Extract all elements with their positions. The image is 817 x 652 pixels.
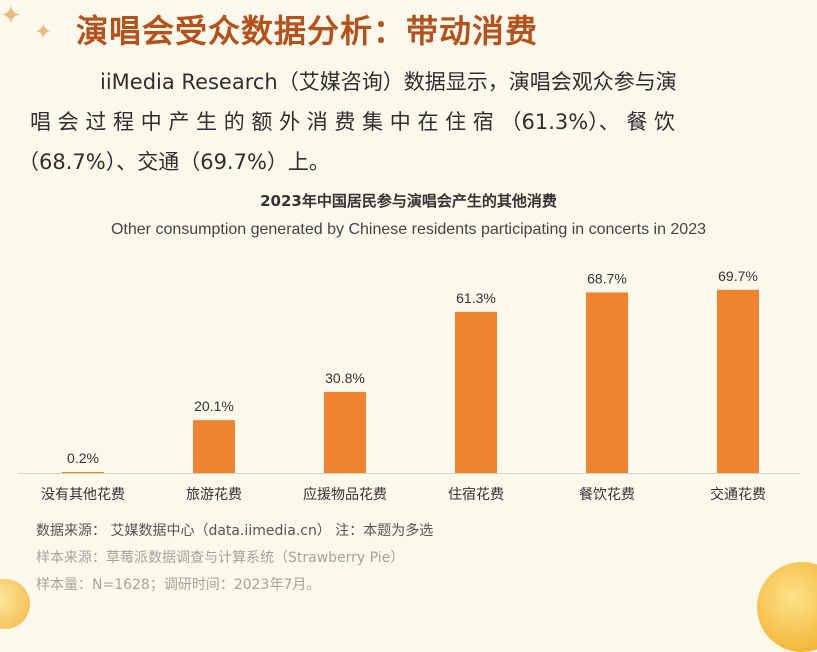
bar-chart: 0.2% 没有其他花费 20.1% 旅游花费 30.8% 应援物品花费 61.3% 住宿花费 6… <box>18 268 800 503</box>
sample-size-note: 样本量：N=1628；调研时间：2023年7月。 <box>36 577 321 593</box>
chart-title: 2023年中国居民参与演唱会产生的其他消费 <box>260 192 557 210</box>
data-label: 30.8% <box>325 370 365 386</box>
chart-subtitle: Other consumption generated by Chinese r… <box>110 221 706 238</box>
data-label: 68.7% <box>587 270 627 286</box>
paragraph-line: iiMedia Research（艾媒咨询）数据显示，演唱会观众参与演 <box>100 70 677 94</box>
bar <box>586 292 628 473</box>
paragraph-line: 唱 会 过 程 中 产 生 的 额 外 消 费 集 中 在 住 宿 （61.3%… <box>30 110 676 134</box>
bar <box>455 311 497 473</box>
bar <box>717 289 759 473</box>
bar <box>62 472 104 473</box>
data-source-note: 数据来源： 艾媒数据中心（data.iimedia.cn） 注：本题为多选 <box>36 523 434 539</box>
category-label: 没有其他花费 <box>41 487 125 503</box>
paragraph-line: （68.7%）、交通（69.7%）上。 <box>18 150 330 174</box>
category-label: 餐饮花费 <box>579 487 635 503</box>
category-label: 交通花费 <box>710 486 766 503</box>
page-title: 演唱会受众数据分析：带动消费 <box>76 12 539 50</box>
category-label: 旅游花费 <box>186 487 242 503</box>
sparkle-icon: ✦ <box>0 1 22 31</box>
category-label: 应援物品花费 <box>303 486 387 503</box>
bar <box>193 420 235 473</box>
data-label: 61.3% <box>456 290 496 306</box>
bar <box>324 392 366 473</box>
sparkle-icon: ✦ <box>34 20 53 45</box>
data-label: 69.7% <box>718 268 758 284</box>
category-label: 住宿花费 <box>448 486 504 503</box>
data-label: 20.1% <box>194 398 234 414</box>
data-label: 0.2% <box>67 450 99 466</box>
sample-source-note: 样本来源：草莓派数据调查与计算系统（Strawberry Pie） <box>36 550 405 566</box>
